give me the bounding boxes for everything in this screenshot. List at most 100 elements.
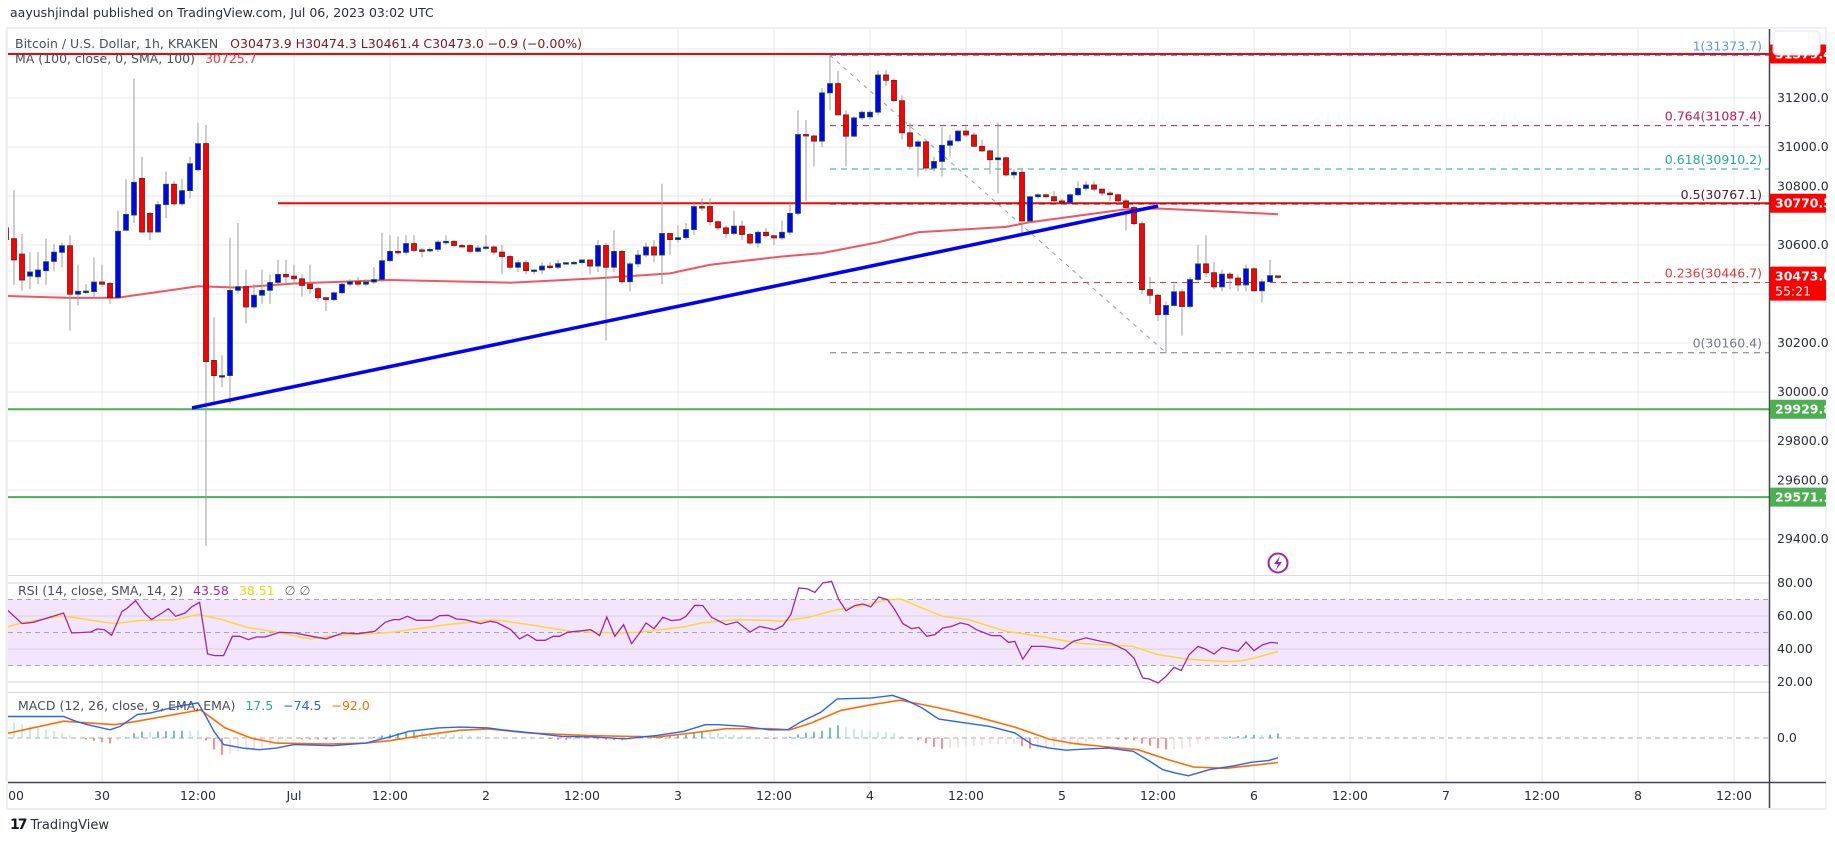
candle[interactable] <box>707 198 713 226</box>
candle[interactable] <box>659 183 665 285</box>
candle[interactable] <box>19 233 25 291</box>
candle[interactable] <box>115 210 121 299</box>
candle[interactable] <box>835 71 841 116</box>
candle[interactable] <box>611 230 617 272</box>
lightning-icon[interactable] <box>1267 552 1289 574</box>
candle[interactable] <box>99 264 105 287</box>
candle[interactable] <box>67 235 73 331</box>
trendline[interactable] <box>191 204 1159 410</box>
candle[interactable] <box>1035 193 1041 199</box>
candle[interactable] <box>691 203 697 236</box>
price-pane[interactable]: 1(31373.7) 0.764(31087.4) 0.618(30910.2) 0.… <box>4 38 1770 546</box>
candle[interactable] <box>475 245 481 253</box>
candle[interactable] <box>523 259 529 275</box>
candle[interactable] <box>827 55 833 111</box>
candle[interactable] <box>1067 193 1073 204</box>
candle[interactable] <box>547 262 553 270</box>
candle[interactable] <box>1275 275 1281 279</box>
candle[interactable] <box>251 284 257 309</box>
candle[interactable] <box>931 156 937 172</box>
candle[interactable] <box>195 122 201 172</box>
candle[interactable] <box>411 235 417 253</box>
candle[interactable] <box>235 222 241 294</box>
candle[interactable] <box>627 262 633 292</box>
candle[interactable] <box>987 149 993 174</box>
candle[interactable] <box>427 247 433 253</box>
candle[interactable] <box>315 286 321 302</box>
candle[interactable] <box>307 264 313 294</box>
candle[interactable] <box>459 243 465 248</box>
candle[interactable] <box>163 171 169 219</box>
candle[interactable] <box>803 120 809 201</box>
legend-rsi[interactable]: RSI (14, close, SMA, 14, 2) 43.58 38.51 … <box>18 583 310 598</box>
candle[interactable] <box>539 262 545 275</box>
candle[interactable] <box>811 134 817 167</box>
candle[interactable] <box>91 257 97 299</box>
candle[interactable] <box>443 235 449 245</box>
candle[interactable] <box>355 276 361 287</box>
candle[interactable] <box>1147 276 1153 304</box>
candle[interactable] <box>907 122 913 150</box>
candle[interactable] <box>1043 193 1049 199</box>
candle[interactable] <box>1027 196 1033 223</box>
candle[interactable] <box>59 242 65 268</box>
candle[interactable] <box>371 267 377 285</box>
candle[interactable] <box>51 244 57 272</box>
candle[interactable] <box>923 139 929 172</box>
candle[interactable] <box>595 240 601 272</box>
candle[interactable] <box>635 249 641 268</box>
candle[interactable] <box>227 237 233 405</box>
candle[interactable] <box>1243 264 1249 292</box>
candle[interactable] <box>123 178 129 231</box>
candle[interactable] <box>323 296 329 312</box>
candle[interactable] <box>283 259 289 285</box>
candle[interactable] <box>331 291 337 302</box>
candle[interactable] <box>515 259 521 272</box>
candle[interactable] <box>499 245 505 275</box>
candle[interactable] <box>699 198 705 211</box>
candle[interactable] <box>651 240 657 263</box>
candle[interactable] <box>243 269 249 324</box>
candle[interactable] <box>131 78 137 223</box>
candle[interactable] <box>395 236 401 255</box>
candle[interactable] <box>1059 198 1065 204</box>
candle[interactable] <box>795 110 801 216</box>
candle[interactable] <box>779 220 785 241</box>
legend-row-ma[interactable]: MA (100, close, 0, SMA, 100) 30725.7 <box>15 51 257 66</box>
candle[interactable] <box>1211 262 1217 290</box>
candle[interactable] <box>4 225 9 242</box>
candle[interactable] <box>819 88 825 147</box>
candle[interactable] <box>1227 271 1233 290</box>
candle[interactable] <box>171 181 177 206</box>
candle[interactable] <box>851 116 857 138</box>
candle[interactable] <box>1003 156 1009 177</box>
candle[interactable] <box>731 210 737 236</box>
candle[interactable] <box>299 274 305 297</box>
candle[interactable] <box>947 134 953 157</box>
candle[interactable] <box>995 122 1001 194</box>
candle[interactable] <box>683 222 689 241</box>
candle[interactable] <box>1187 276 1193 309</box>
candle[interactable] <box>483 235 489 250</box>
candle[interactable] <box>155 200 161 233</box>
candle[interactable] <box>571 260 577 265</box>
candle[interactable] <box>43 238 49 285</box>
candle[interactable] <box>963 127 969 138</box>
candle[interactable] <box>219 355 225 388</box>
candle[interactable] <box>419 247 425 258</box>
candle[interactable] <box>843 110 849 167</box>
candle[interactable] <box>1051 191 1057 204</box>
tradingview-logo[interactable]: 17 TradingView <box>10 817 109 833</box>
candle[interactable] <box>587 259 593 275</box>
candle[interactable] <box>203 124 209 546</box>
candle[interactable] <box>1011 169 1017 179</box>
legend-macd[interactable]: MACD (12, 26, close, 9, EMA, EMA) 17.5 −… <box>18 698 370 713</box>
candle[interactable] <box>507 254 513 270</box>
candle[interactable] <box>899 95 905 140</box>
candle[interactable] <box>1115 193 1121 204</box>
candle[interactable] <box>467 243 473 254</box>
candle[interactable] <box>1219 269 1225 292</box>
candle[interactable] <box>187 156 193 199</box>
candle[interactable] <box>579 259 585 265</box>
candle[interactable] <box>107 281 113 304</box>
